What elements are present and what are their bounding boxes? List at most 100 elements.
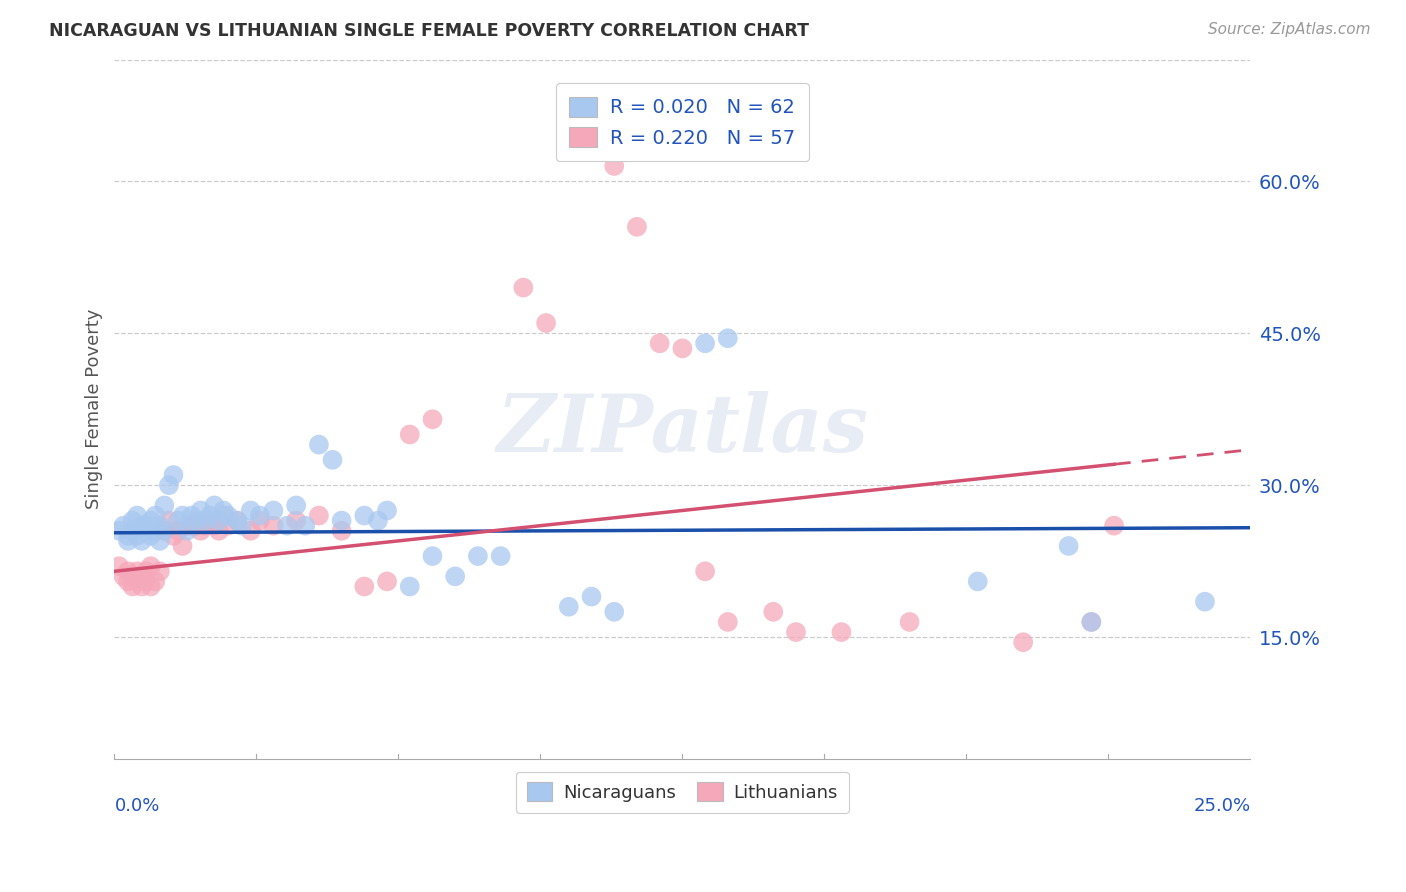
Point (262, 518, 284, 533)
Point (375, 574, 398, 589)
Point (308, 437, 330, 451)
Point (127, 529, 149, 543)
Point (157, 478, 180, 492)
Point (153, 499, 176, 513)
Point (330, 514, 353, 528)
Point (581, 590, 603, 604)
Point (467, 549, 489, 563)
Point (108, 524, 131, 538)
Point (512, 280, 534, 294)
Point (558, 599, 581, 614)
Point (176, 524, 198, 538)
Point (422, 412, 444, 426)
Legend: Nicaraguans, Lithuanians: Nicaraguans, Lithuanians (516, 772, 849, 813)
Point (239, 503, 262, 517)
Point (1080, 615, 1102, 629)
Point (330, 524, 353, 538)
Point (321, 453, 343, 467)
Point (398, 427, 420, 442)
Point (249, 508, 271, 523)
Point (143, 524, 166, 538)
Point (167, 524, 190, 538)
Point (139, 514, 162, 528)
Point (212, 508, 235, 523)
Point (217, 508, 239, 523)
Point (398, 579, 420, 593)
Point (1102, 518, 1125, 533)
Point (198, 508, 221, 523)
Point (444, 569, 467, 583)
Point (131, 533, 153, 548)
Point (143, 574, 166, 589)
Point (1080, 615, 1102, 629)
Point (1194, 595, 1216, 609)
Point (117, 564, 139, 578)
Text: NICARAGUAN VS LITHUANIAN SINGLE FEMALE POVERTY CORRELATION CHART: NICARAGUAN VS LITHUANIAN SINGLE FEMALE P… (49, 22, 810, 40)
Point (127, 574, 149, 589)
Point (226, 514, 249, 528)
Point (693, 336, 716, 351)
Point (112, 569, 135, 583)
Point (135, 524, 157, 538)
Point (202, 499, 225, 513)
Point (671, 342, 693, 356)
Point (135, 518, 157, 533)
Text: 0.0%: 0.0% (114, 797, 160, 815)
Point (121, 579, 143, 593)
Point (135, 564, 157, 578)
Point (367, 514, 389, 528)
Point (489, 549, 512, 563)
Point (1012, 635, 1035, 649)
Point (139, 559, 162, 574)
Point (226, 514, 249, 528)
Point (353, 579, 375, 593)
Point (139, 529, 162, 543)
Point (153, 524, 176, 538)
Point (830, 625, 852, 640)
Point (176, 518, 198, 533)
Point (149, 564, 172, 578)
Point (375, 503, 398, 517)
Text: Source: ZipAtlas.com: Source: ZipAtlas.com (1208, 22, 1371, 37)
Point (117, 529, 139, 543)
Point (231, 518, 253, 533)
Point (186, 514, 208, 528)
Point (648, 336, 671, 351)
Point (308, 508, 330, 523)
Point (276, 518, 298, 533)
Point (121, 524, 143, 538)
Point (294, 518, 316, 533)
Point (603, 159, 626, 173)
Point (785, 625, 807, 640)
Point (239, 524, 262, 538)
Point (898, 615, 921, 629)
Point (112, 518, 135, 533)
Point (117, 574, 139, 589)
Point (167, 514, 190, 528)
Point (186, 518, 208, 533)
Point (249, 514, 271, 528)
Point (121, 569, 143, 583)
Point (212, 503, 235, 517)
Point (262, 503, 284, 517)
Point (117, 533, 139, 548)
Point (693, 564, 716, 578)
Point (180, 518, 202, 533)
Text: ZIPatlas: ZIPatlas (496, 392, 869, 469)
Point (194, 514, 217, 528)
Point (194, 518, 217, 533)
Point (208, 524, 231, 538)
Point (966, 574, 988, 589)
Point (121, 514, 143, 528)
Point (1057, 539, 1080, 553)
Point (202, 518, 225, 533)
Point (139, 579, 162, 593)
Point (717, 615, 740, 629)
Point (285, 499, 308, 513)
Point (626, 219, 648, 234)
Point (217, 518, 239, 533)
Point (162, 529, 184, 543)
Point (172, 539, 194, 553)
Point (603, 605, 626, 619)
Point (149, 518, 172, 533)
